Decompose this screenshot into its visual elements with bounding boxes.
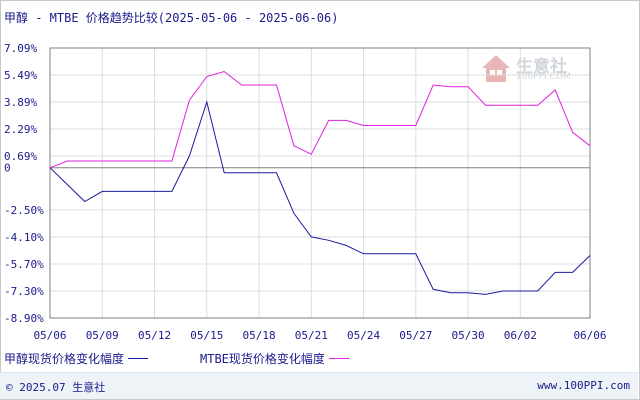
x-tick-label: 05/18	[242, 329, 275, 342]
legend-label-mtbe: MTBE现货价格变化幅度	[200, 352, 325, 366]
legend-swatch-methanol	[128, 358, 149, 359]
watermark-url: 100PPI.COM	[516, 72, 571, 82]
y-tick-label: -8.90%	[4, 312, 44, 325]
series-line-0	[49, 100, 591, 295]
y-tick-label: 0.69%	[4, 150, 37, 163]
y-tick-label: 3.89%	[4, 96, 37, 109]
x-tick-labels: 05/06 05/09 05/12 05/15 05/18 05/21 05/24 05/27…	[33, 329, 606, 342]
y-tick-label: 7.09%	[4, 42, 37, 55]
x-tick-label: 05/09	[86, 329, 119, 342]
series-lines	[49, 70, 591, 295]
y-tick-label: 0	[4, 162, 11, 175]
plot-border	[49, 47, 591, 319]
legend-item-mtbe: MTBE现货价格变化幅度	[200, 350, 349, 367]
x-tick-label: 05/06	[33, 329, 66, 342]
grid-lines	[50, 47, 590, 319]
x-tick-label: 06/02	[504, 329, 537, 342]
x-tick-label: 06/06	[573, 329, 606, 342]
x-tick-label: 05/30	[452, 329, 485, 342]
chart-title: 甲醇 - MTBE 价格趋势比较(2025-05-06 - 2025-06-06…	[4, 11, 339, 25]
footer-copyright: © 2025.07 生意社	[6, 381, 106, 394]
x-tick-label: 05/15	[190, 329, 223, 342]
y-tick-label: -2.50%	[4, 204, 44, 217]
y-tick-label: -5.70%	[4, 258, 44, 271]
watermark-name: 生意社	[516, 57, 567, 77]
legend-swatch-mtbe	[328, 358, 349, 359]
x-tick-label: 05/24	[347, 329, 380, 342]
y-tick-label: 2.29%	[4, 123, 37, 136]
footer-url-link[interactable]: www.100PPI.com	[537, 379, 630, 392]
y-tick-label: -7.30%	[4, 285, 44, 298]
x-tick-label: 05/12	[138, 329, 171, 342]
x-tick-label: 05/27	[399, 329, 432, 342]
footer: © 2025.07 生意社 www.100PPI.com	[0, 372, 638, 399]
legend-label-methanol: 甲醇现货价格变化幅度	[4, 352, 125, 366]
legend-item-methanol: 甲醇现货价格变化幅度	[4, 350, 149, 367]
y-tick-labels: 7.09% 5.49% 3.89% 2.29% 0.69%0 -2.50% -4.10% -5…	[4, 42, 44, 325]
y-tick-label: -4.10%	[4, 231, 44, 244]
x-tick-label: 05/21	[295, 329, 328, 342]
series-line-1	[49, 70, 591, 169]
y-tick-label: 5.49%	[4, 69, 37, 82]
axes	[49, 47, 591, 319]
